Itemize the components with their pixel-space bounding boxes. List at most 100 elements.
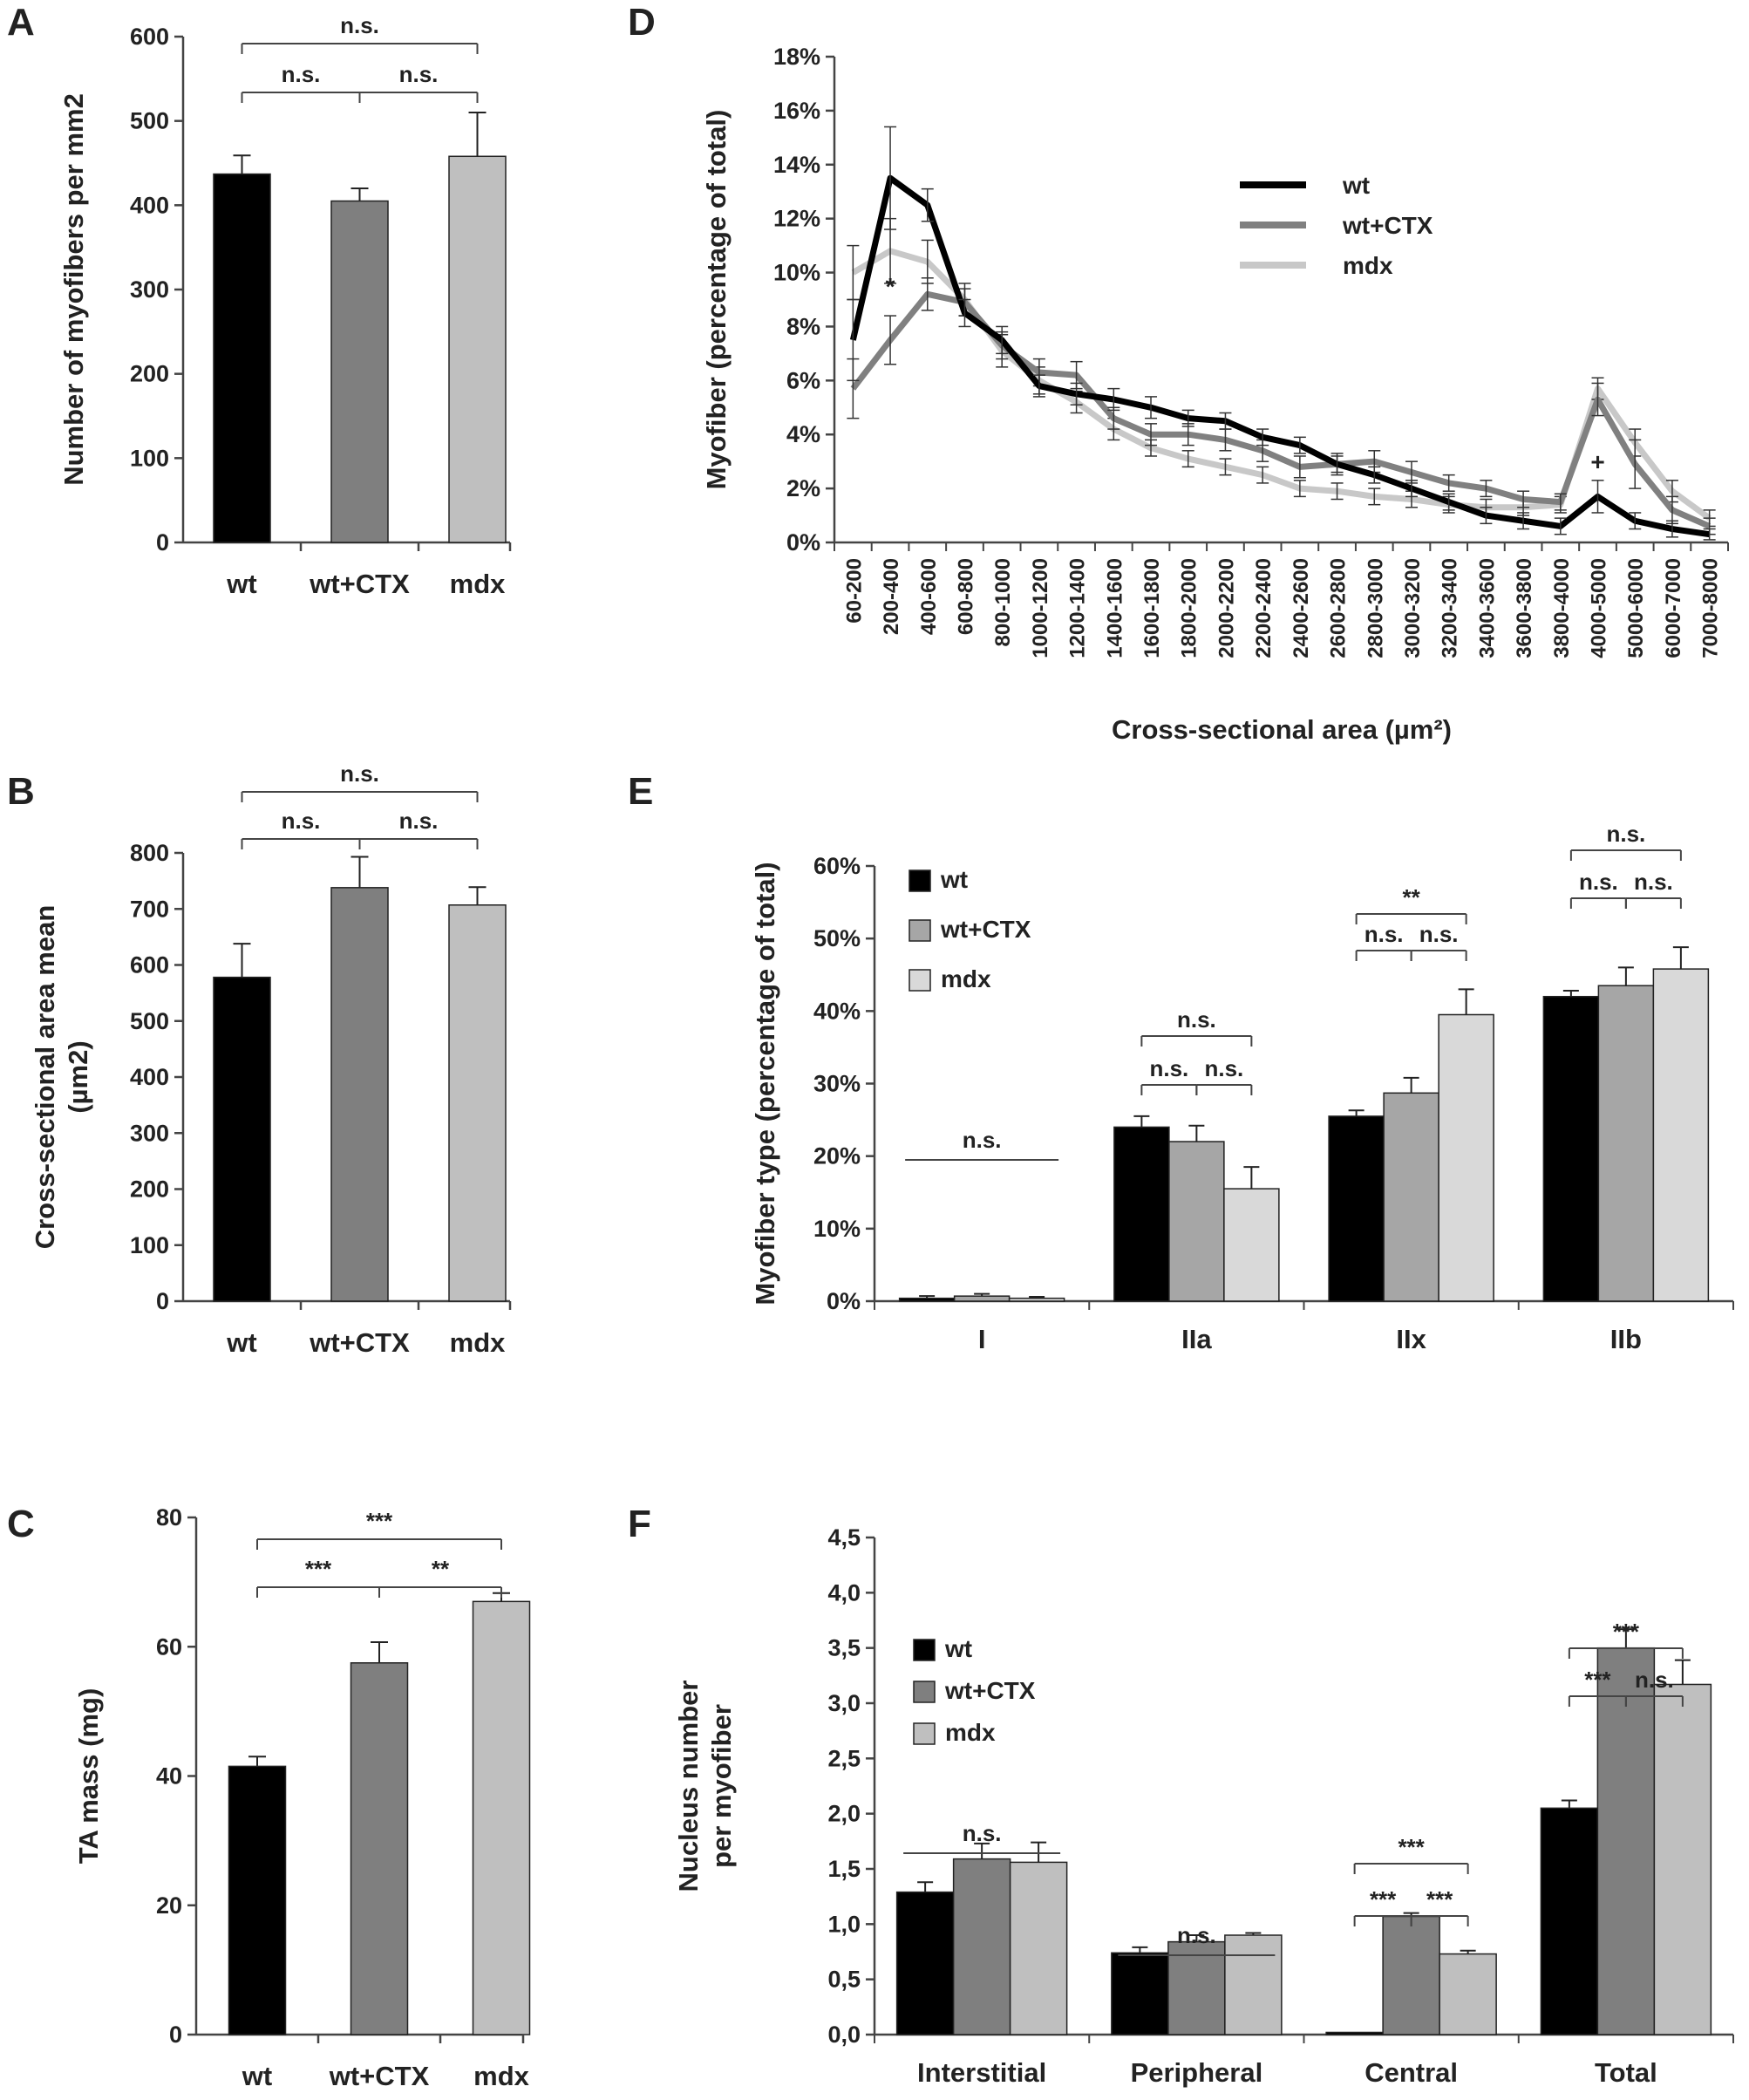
significance-label: n.s. <box>340 12 379 38</box>
x-category-label: 5000-6000 <box>1624 558 1648 658</box>
series-line-mdx <box>851 248 1712 521</box>
x-category-label: 3800-4000 <box>1550 558 1574 658</box>
x-category-label: 2600-2800 <box>1327 558 1351 658</box>
legend-label: mdx <box>1343 252 1393 279</box>
y-tick-label: 12% <box>773 206 820 232</box>
legend-swatch-wt+CTX <box>913 1681 936 1703</box>
y-tick-label: 30% <box>813 1071 861 1097</box>
bar-mdx-Interstitial <box>1009 1861 1068 2035</box>
bar-wt-IIa <box>1113 1126 1170 1302</box>
significance-label: n.s. <box>399 808 439 834</box>
x-category-label: 1800-2000 <box>1178 558 1201 658</box>
bar-wt+CTX-IIb <box>1597 985 1655 1302</box>
bar-wt+CTX-IIa <box>1168 1141 1225 1302</box>
legend-swatch-mdx <box>913 1722 936 1745</box>
significance-label: ** <box>1403 884 1421 910</box>
legend-label: wt+CTX <box>1342 212 1433 239</box>
bar-wt-Total <box>1540 1807 1599 2035</box>
y-tick-label: 60 <box>156 1633 182 1660</box>
bar-wt+CTX-Interstitial <box>952 1858 1011 2035</box>
legend-label: mdx <box>945 1719 996 1746</box>
y-tick-label: 10% <box>813 1216 861 1242</box>
x-category-label: I <box>978 1324 986 1354</box>
legend-label: mdx <box>941 965 991 992</box>
significance-label: n.s. <box>340 760 379 787</box>
x-category-label: Total <box>1595 2057 1657 2088</box>
y-tick-label: 0 <box>169 2022 182 2048</box>
significance-label: *** <box>1398 1834 1425 1860</box>
significance-label: n.s. <box>1149 1055 1188 1081</box>
bar-wt-Interstitial <box>895 1891 955 2035</box>
y-tick-label: 4,0 <box>827 1579 861 1606</box>
x-category-label: mdx <box>473 2061 530 2091</box>
y-tick-label: 1,0 <box>827 1911 861 1937</box>
significance-label: n.s. <box>399 61 439 87</box>
x-category-label: wt+CTX <box>309 1327 410 1358</box>
x-category-label: 2400-2600 <box>1290 558 1313 658</box>
significance-label: n.s. <box>1634 869 1673 895</box>
y-tick-label: 200 <box>130 1176 169 1203</box>
x-axis-label: Cross-sectional area (µm²) <box>1112 714 1452 745</box>
y-axis-label: Myofiber type (percentage of total) <box>750 862 780 1305</box>
y-axis-label: Cross-sectional area mean <box>30 905 60 1250</box>
x-category-label: wt <box>242 2061 272 2091</box>
significance-label: n.s. <box>1606 821 1645 847</box>
x-category-label: wt+CTX <box>309 569 410 599</box>
x-category-label: 2000-2200 <box>1215 558 1238 658</box>
bar-mdx-I <box>1008 1297 1065 1302</box>
y-tick-label: 500 <box>130 108 169 134</box>
y-tick-label: 0,5 <box>827 1967 861 1993</box>
significance-label: n.s. <box>282 808 321 834</box>
legend-swatch-wt+CTX <box>909 919 931 942</box>
x-category-label: 60-200 <box>842 558 866 624</box>
y-tick-label: 500 <box>130 1008 169 1034</box>
y-tick-label: 0,0 <box>827 2022 861 2048</box>
x-category-label: 1600-1800 <box>1140 558 1164 658</box>
y-tick-label: 14% <box>773 152 820 178</box>
legend-swatch-wt <box>913 1639 936 1661</box>
bar-wt-Central <box>1325 2031 1384 2035</box>
x-category-label: 7000-8000 <box>1699 558 1723 658</box>
x-category-label: 800-1000 <box>991 558 1015 646</box>
y-tick-label: 20 <box>156 1892 182 1919</box>
panel-letter: E <box>628 770 653 813</box>
legend-label: wt <box>944 1635 972 1662</box>
y-tick-label: 4,5 <box>827 1524 861 1551</box>
bar-wt-I <box>898 1297 956 1302</box>
bar-wt-Peripheral <box>1111 1952 1169 2035</box>
significance-label: n.s. <box>1204 1055 1243 1081</box>
significance-label: n.s. <box>1177 1922 1216 1948</box>
annotation: * <box>886 273 895 300</box>
y-tick-label: 10% <box>773 260 820 286</box>
panel-b: B 0 100 200 300 400 500 600 700 800 Cross-sectiona… <box>7 760 512 1358</box>
y-tick-label: 8% <box>786 313 820 339</box>
x-category-label: Interstitial <box>917 2057 1046 2088</box>
significance-label: *** <box>1613 1619 1640 1645</box>
y-tick-label: 3,5 <box>827 1635 861 1661</box>
panel-letter: B <box>7 770 35 813</box>
x-category-label: 3000-3200 <box>1401 558 1425 658</box>
bar-wt+CTX-Central <box>1382 1915 1440 2035</box>
y-tick-label: 300 <box>130 276 169 303</box>
x-category-label: 3400-3600 <box>1475 558 1499 658</box>
y-tick-label: 40% <box>813 998 861 1024</box>
y-tick-label: 1,5 <box>827 1856 861 1882</box>
legend-label: wt+CTX <box>940 916 1031 943</box>
y-axis-label: per myofiber <box>706 1704 737 1868</box>
significance-label: n.s. <box>1635 1667 1674 1693</box>
y-tick-label: 400 <box>130 1064 169 1090</box>
panel-letter: C <box>7 1503 35 1545</box>
significance-label: n.s. <box>1419 921 1459 947</box>
legend-label: wt <box>940 866 968 893</box>
y-tick-label: 2,5 <box>827 1745 861 1771</box>
y-axis-label: (µm2) <box>63 1040 93 1113</box>
y-tick-label: 300 <box>130 1120 169 1146</box>
bar-wt+CTX-I <box>953 1295 1011 1302</box>
y-tick-label: 600 <box>130 24 169 50</box>
legend-label: wt+CTX <box>944 1677 1036 1704</box>
y-tick-label: 100 <box>130 445 169 471</box>
bar-wt+CTX <box>330 887 389 1302</box>
x-category-label: mdx <box>450 569 507 599</box>
